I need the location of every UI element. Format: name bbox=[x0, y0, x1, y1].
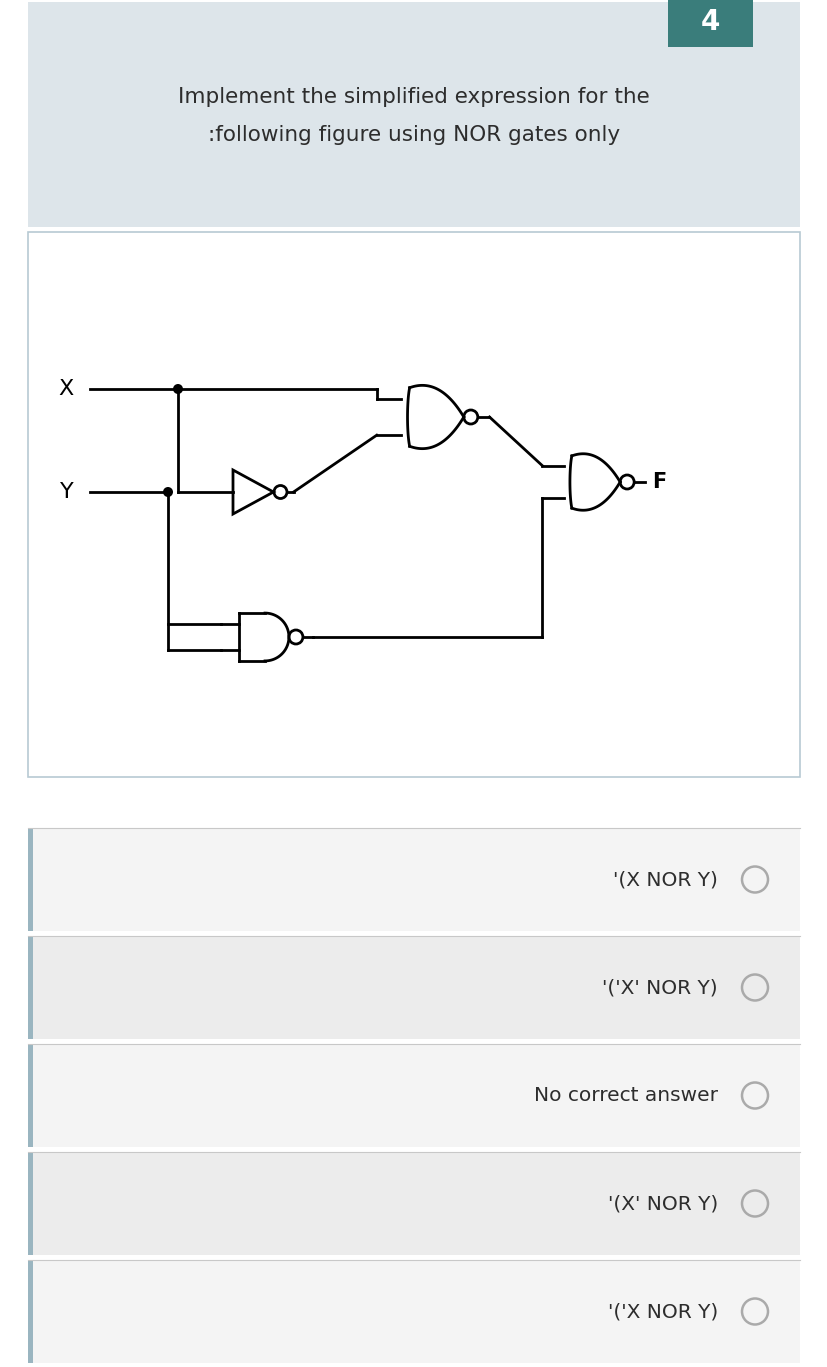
Text: Y: Y bbox=[60, 483, 74, 502]
Text: 4: 4 bbox=[700, 8, 719, 36]
Text: '('X' NOR Y): '('X' NOR Y) bbox=[602, 977, 717, 997]
FancyBboxPatch shape bbox=[28, 1152, 33, 1255]
Circle shape bbox=[173, 384, 183, 394]
Text: Implement the simplified expression for the: Implement the simplified expression for … bbox=[178, 87, 649, 107]
Text: '('X NOR Y): '('X NOR Y) bbox=[607, 1301, 717, 1321]
FancyBboxPatch shape bbox=[28, 1260, 33, 1363]
Text: '(X' NOR Y): '(X' NOR Y) bbox=[607, 1193, 717, 1213]
Text: '(X NOR Y): '(X NOR Y) bbox=[612, 869, 717, 889]
FancyBboxPatch shape bbox=[28, 936, 33, 1039]
FancyBboxPatch shape bbox=[28, 232, 799, 776]
Text: No correct answer: No correct answer bbox=[533, 1085, 717, 1105]
FancyBboxPatch shape bbox=[28, 828, 799, 931]
FancyBboxPatch shape bbox=[28, 1044, 799, 1147]
FancyBboxPatch shape bbox=[28, 1, 799, 227]
Text: F: F bbox=[652, 472, 666, 492]
FancyBboxPatch shape bbox=[28, 1044, 33, 1147]
FancyBboxPatch shape bbox=[667, 0, 752, 46]
FancyBboxPatch shape bbox=[28, 828, 33, 931]
Circle shape bbox=[163, 487, 173, 498]
FancyBboxPatch shape bbox=[28, 1260, 799, 1363]
Text: :following figure using NOR gates only: :following figure using NOR gates only bbox=[208, 124, 619, 145]
FancyBboxPatch shape bbox=[28, 1152, 799, 1255]
FancyBboxPatch shape bbox=[28, 1, 799, 1366]
Text: X: X bbox=[59, 379, 74, 399]
FancyBboxPatch shape bbox=[28, 936, 799, 1039]
